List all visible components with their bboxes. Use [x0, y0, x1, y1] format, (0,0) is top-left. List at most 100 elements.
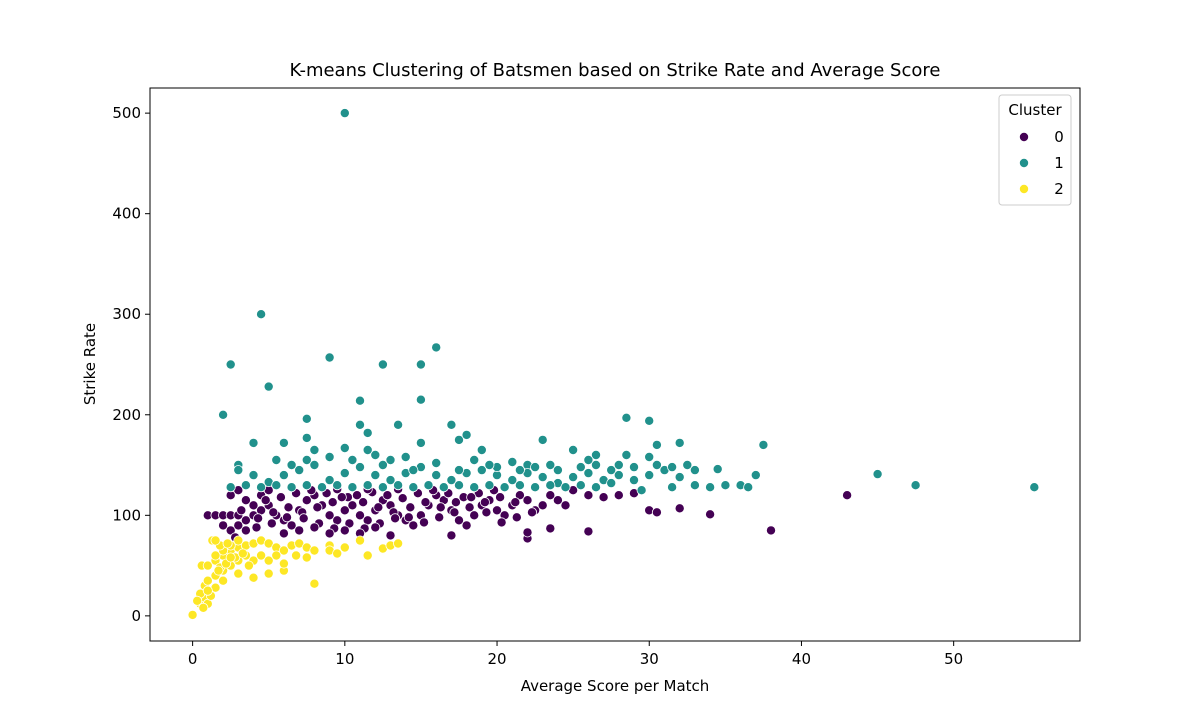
data-point: [344, 518, 355, 529]
data-point: [256, 482, 267, 493]
data-point: [530, 482, 541, 493]
data-point: [210, 550, 221, 561]
data-point: [420, 497, 431, 508]
data-point: [309, 522, 320, 533]
data-point: [253, 513, 264, 524]
data-point: [218, 575, 229, 586]
data-point: [629, 475, 640, 486]
data-point: [537, 472, 548, 483]
data-point: [408, 482, 419, 493]
data-point: [377, 459, 388, 470]
data-point: [332, 548, 343, 559]
data-point: [271, 454, 282, 465]
data-point: [453, 480, 464, 491]
data-point: [568, 444, 579, 455]
data-point: [545, 523, 556, 534]
data-point: [309, 444, 320, 455]
data-point: [705, 509, 716, 520]
data-point: [667, 462, 678, 473]
data-point: [210, 535, 221, 546]
data-point: [606, 478, 617, 489]
data-point: [294, 465, 305, 476]
data-point: [240, 525, 251, 536]
data-point: [263, 381, 274, 392]
data-point: [537, 500, 548, 511]
data-point: [507, 475, 518, 486]
data-point: [621, 449, 632, 460]
data-point: [743, 482, 754, 493]
data-point: [294, 525, 305, 536]
chart-title: K-means Clustering of Batsmen based on S…: [290, 60, 941, 81]
data-point: [283, 502, 294, 513]
data-point: [225, 552, 236, 563]
data-point: [403, 512, 414, 523]
data-point: [450, 497, 461, 508]
data-point: [689, 465, 700, 476]
data-point: [362, 550, 373, 561]
x-tick-label: 30: [640, 650, 659, 668]
data-point: [390, 513, 401, 524]
data-point: [324, 352, 335, 363]
data-point: [240, 495, 251, 506]
data-point: [354, 462, 365, 473]
data-point: [629, 462, 640, 473]
data-point: [256, 550, 267, 561]
data-point: [479, 497, 490, 508]
data-point: [613, 490, 624, 501]
data-point: [575, 480, 586, 491]
legend-entries: 0 1 2: [1019, 128, 1064, 198]
data-point: [484, 459, 495, 470]
data-point: [469, 510, 480, 521]
data-point: [187, 609, 198, 620]
data-point: [606, 465, 617, 476]
legend-label-2: 2: [1054, 180, 1064, 198]
data-point: [453, 434, 464, 445]
data-point: [268, 507, 279, 518]
data-point: [591, 482, 602, 493]
data-point: [198, 602, 209, 613]
data-point: [453, 515, 464, 526]
data-point: [271, 550, 282, 561]
data-point: [248, 470, 259, 481]
data-point: [240, 515, 251, 526]
data-point: [301, 552, 312, 563]
data-point: [446, 419, 457, 430]
data-point: [213, 565, 224, 576]
data-point: [301, 432, 312, 443]
data-point: [385, 454, 396, 465]
data-point: [218, 520, 229, 531]
legend-marker-1: [1019, 157, 1030, 168]
data-point: [514, 480, 525, 491]
data-point: [316, 482, 327, 493]
data-point: [1029, 482, 1040, 493]
data-point: [530, 462, 541, 473]
data-point: [495, 492, 506, 503]
data-point: [373, 502, 384, 513]
data-point: [408, 520, 419, 531]
data-point: [358, 497, 369, 508]
data-point: [872, 469, 883, 480]
data-point: [552, 495, 563, 506]
data-point: [496, 517, 507, 528]
data-point: [370, 470, 381, 481]
data-point: [415, 359, 426, 370]
data-point: [466, 492, 477, 503]
data-point: [385, 530, 396, 541]
data-point: [339, 525, 350, 536]
data-point: [613, 459, 624, 470]
data-point: [233, 568, 244, 579]
series-2: [187, 535, 404, 620]
data-point: [423, 480, 434, 491]
data-point: [583, 468, 594, 479]
data-point: [236, 505, 247, 516]
data-point: [405, 502, 416, 513]
data-point: [435, 502, 446, 513]
data-point: [354, 510, 365, 521]
data-point: [842, 490, 853, 501]
data-point: [511, 512, 522, 523]
data-point: [682, 459, 693, 470]
data-point: [651, 439, 662, 450]
x-tick-label: 10: [335, 650, 354, 668]
data-point: [415, 437, 426, 448]
